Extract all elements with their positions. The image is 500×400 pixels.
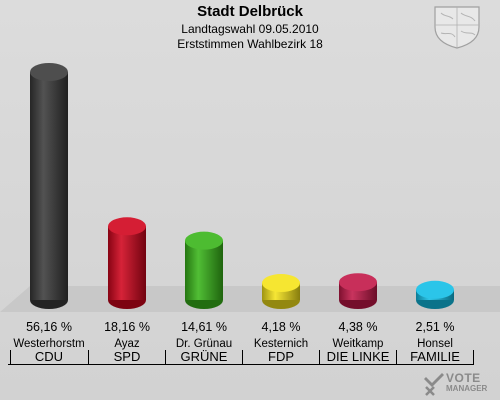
- party-label: FDP: [244, 349, 318, 365]
- vote-check-icon: [424, 373, 444, 396]
- candidate-label: Dr. Grünau: [175, 338, 233, 350]
- chart-subtitle-election: Landtagswahl 09.05.2010: [181, 22, 319, 36]
- bar-fdp: [262, 274, 300, 309]
- candidate-label: Weitkamp: [332, 338, 384, 350]
- chart-title: Stadt Delbrück: [197, 3, 303, 20]
- value-label: 14,61 %: [181, 320, 227, 334]
- chart-subtitle-district: Erststimmen Wahlbezirk 18: [177, 37, 323, 51]
- value-label: 4,18 %: [261, 320, 301, 334]
- bar-cdu: [30, 63, 68, 309]
- logo-manager-text: MANAGER: [446, 384, 488, 393]
- candidate-label: Ayaz: [114, 338, 140, 350]
- party-separator: [165, 350, 166, 364]
- bar-spd: [108, 217, 146, 309]
- value-label: 2,51 %: [415, 320, 455, 334]
- party-separator: [242, 350, 243, 364]
- bar-familie: [416, 280, 454, 309]
- candidate-label: Kesternich: [253, 338, 309, 350]
- value-label: 56,16 %: [26, 320, 72, 334]
- logo-vote-text: VOTE: [446, 371, 481, 385]
- party-separator: [319, 350, 320, 364]
- votemanager-logo: VOTE MANAGER: [424, 370, 496, 398]
- party-label: FAMILIE: [398, 349, 472, 365]
- party-label: DIE LINKE: [321, 349, 395, 365]
- candidate-label: Honsel: [417, 338, 453, 350]
- party-separator: [473, 350, 474, 364]
- bar-gr-ne: [185, 231, 223, 309]
- value-label: 18,16 %: [104, 320, 150, 334]
- party-label: GRÜNE: [167, 349, 241, 365]
- value-label: 4,38 %: [338, 320, 378, 334]
- party-separator: [10, 350, 11, 364]
- party-label: SPD: [90, 349, 164, 365]
- bar-die-linke: [339, 273, 377, 309]
- party-separator: [88, 350, 89, 364]
- candidate-label: Westerhorstm: [13, 338, 85, 350]
- party-separator: [396, 350, 397, 364]
- party-label: CDU: [12, 349, 86, 365]
- coat-of-arms-icon: [434, 6, 480, 49]
- party-underline: [8, 364, 474, 365]
